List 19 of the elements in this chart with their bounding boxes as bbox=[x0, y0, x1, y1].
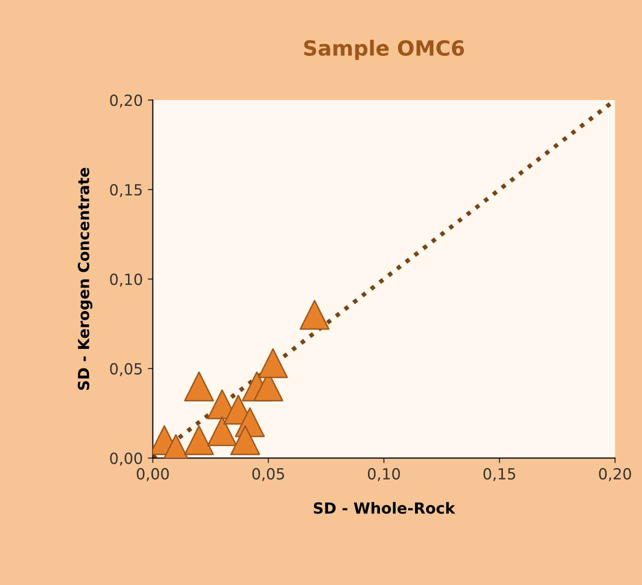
y-tick-label: 0,15 bbox=[110, 184, 142, 198]
point bbox=[230, 425, 260, 456]
point bbox=[258, 348, 288, 378]
x-axis-title: SD - Whole-Rock bbox=[314, 502, 456, 514]
x-tick-label: 0,15 bbox=[483, 468, 516, 482]
x-tick-label: 0,05 bbox=[252, 468, 284, 482]
y-tick-label: 0,20 bbox=[110, 94, 142, 108]
point bbox=[207, 416, 238, 446]
x-tick-label: 0,10 bbox=[368, 468, 400, 482]
x-tick-label: 0,20 bbox=[599, 468, 632, 482]
y-tick-label: 0,05 bbox=[110, 363, 142, 376]
x-tick-label: 0,00 bbox=[136, 468, 169, 482]
point bbox=[184, 372, 214, 402]
chart-title: Sample OMC6 bbox=[304, 40, 464, 60]
y-tick-label: 0,10 bbox=[110, 274, 142, 287]
y-tick-label: 0,00 bbox=[110, 452, 142, 466]
point bbox=[184, 425, 214, 456]
y-axis-title: SD - Kerogen Concentrate bbox=[78, 168, 92, 390]
point bbox=[300, 300, 330, 330]
